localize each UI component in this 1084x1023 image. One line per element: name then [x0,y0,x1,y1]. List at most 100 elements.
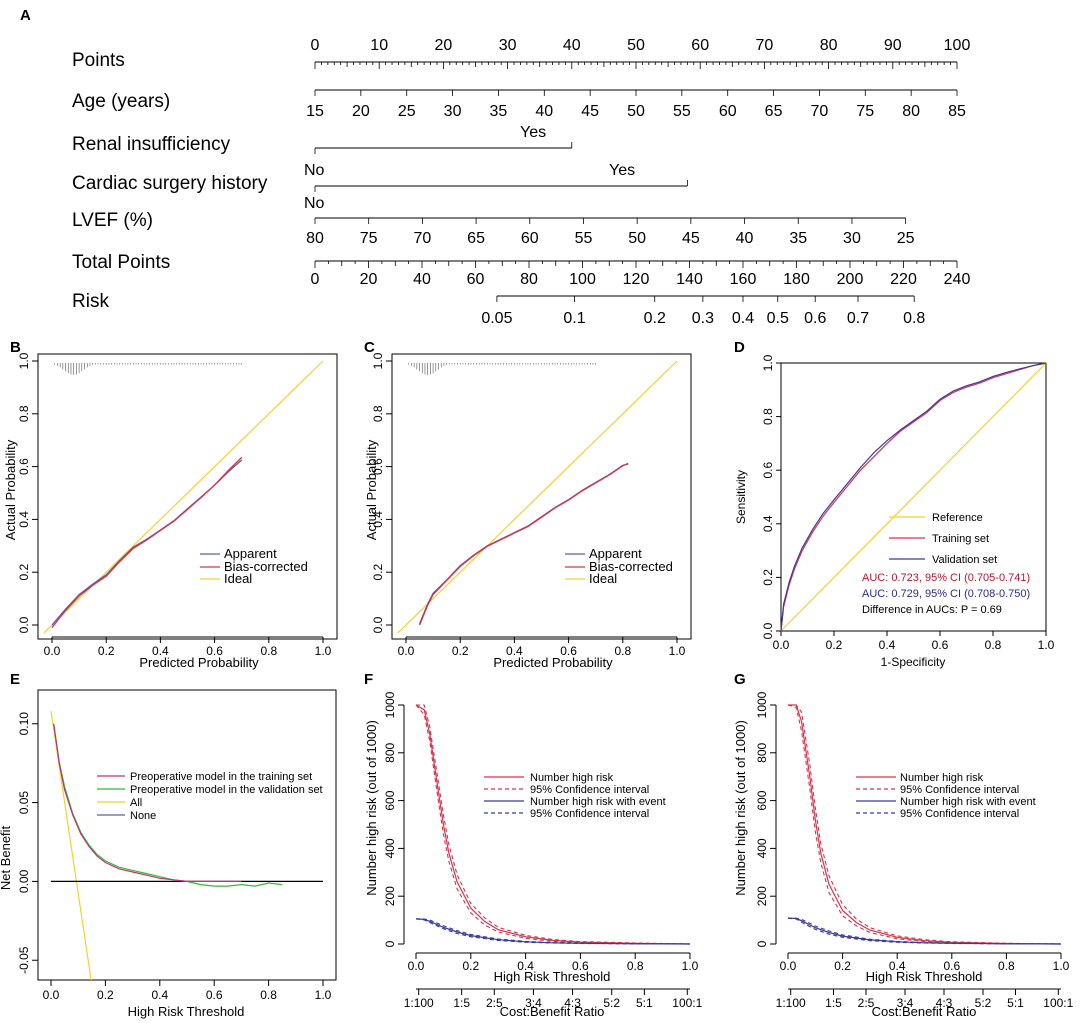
g-series-highrisk-ci-lower [787,704,1062,945]
f-x2-axis-title: Cost:Benefit Ratio [500,1004,605,1019]
row-label-total: Total Points [72,252,170,273]
panel-label-d: D [734,339,745,356]
g-y-tick-label: 400 [755,838,769,858]
b-series-ideal [43,360,324,634]
e-legend-validation: Preoperative model in the validation set [130,784,323,796]
panel-b-calibration-training: B Predicted Probability Actual Probabili… [3,339,338,670]
age-tick-label: 45 [581,103,599,120]
f-series-highrisk-ci-lower [415,704,691,945]
f-x2-tick-label: 4:3 [564,996,581,1010]
nomogram-scales: 0 10 20 30 40 50 60 70 80 90 100 15 20 25 30 35 40 45 50 55… [306,37,970,327]
g-series-event-ci-lower [787,917,1062,945]
g-x2-tick-label: 3:4 [897,996,914,1010]
risk-tick-label: 0.5 [767,310,789,327]
g-legend-ci-1: 95% Confidence interval [900,784,1019,796]
f-y-tick-label: 1000 [383,691,397,718]
d-legend-reference: Reference [932,512,983,524]
b-x-tick-label: 0.2 [98,644,115,658]
g-series-highrisk [788,704,1062,945]
c-x-tick-label: 0.2 [452,644,469,658]
f-x-tick-label: 0.0 [408,959,425,973]
c-plot-area: 0.0 0.2 0.4 0.6 0.8 1.0 0.0 0.2 0.4 0.6 0.8 1.0 [371,352,692,658]
e-y-tick-label: -0.05 [17,946,31,974]
b-y-tick-label: 0.2 [17,564,31,581]
f-x2-tick-label: 1:100 [404,996,434,1010]
b-x-axis-title: Predicted Probability [139,655,259,670]
e-plot-frame [37,689,337,981]
c-y-tick-label: 0.4 [371,511,385,528]
panel-e-decision-curve: E High Risk Threshold Net Benefit -0.05 0… [0,671,337,1019]
d-series-reference [780,362,1047,632]
b-x-tick-label: 0.8 [260,644,277,658]
cardiac-yes-label: Yes [609,162,635,179]
d-y-tick-label: 0.8 [761,408,775,425]
panel-a-nomogram: A Points Age (years) Renal insufficiency… [20,7,970,327]
total-tick-label: 100 [569,271,596,288]
panel-d-roc: D 1-Specificity Sensitivity 0.0 0.2 0.4 0.6… [734,339,1055,669]
points-tick-label: 10 [370,37,388,54]
row-label-risk: Risk [72,291,109,312]
f-series-highrisk-ci-upper [416,704,691,945]
points-tick-label: 90 [884,37,902,54]
f-y-tick-label: 200 [383,886,397,906]
points-tick-label: 50 [627,37,645,54]
b-y-axis-title: Actual Probability [3,439,18,540]
c-legend-apparent: Apparent [589,546,642,561]
e-x-tick-label: 0.8 [260,988,277,1002]
age-tick-label: 65 [765,103,783,120]
e-x-axis-title: High Risk Threshold [128,1004,245,1019]
d-auc-training: AUC: 0.723, 95% CI (0.705-0.741) [862,572,1030,584]
g-legend-high-risk: Number high risk [900,772,984,784]
g-y-tick-label: 800 [755,742,769,762]
d-series-training [780,362,1047,632]
points-tick-label: 30 [499,37,517,54]
row-label-points: Points [72,50,125,71]
d-x-tick-label: 0.4 [879,638,896,652]
e-x-tick-label: 0.2 [97,988,114,1002]
d-legend-training: Training set [932,533,989,545]
panel-g-clinical-impact-validation: G High Risk Threshold Cost:Benefit Ratio… [733,671,1074,1019]
c-x-axis-title: Predicted Probability [493,655,613,670]
age-tick-label: 40 [535,103,553,120]
points-tick-label: 80 [820,37,838,54]
g-x2-axis-title: Cost:Benefit Ratio [872,1004,977,1019]
g-x2-tick-label: 100:1 [1043,996,1073,1010]
g-x2-tick-label: 1:5 [825,996,842,1010]
f-x-tick-label: 1.0 [682,959,699,973]
age-tick-label: 20 [352,103,370,120]
age-tick-label: 50 [627,103,645,120]
total-tick-label: 160 [730,271,757,288]
lvef-tick-label: 60 [521,230,539,247]
renal-yes-label: Yes [520,124,546,141]
g-x2-tick-label: 5:1 [1007,996,1024,1010]
g-legend-event: Number high risk with event [900,796,1036,808]
age-tick-label: 60 [719,103,737,120]
lvef-tick-label: 45 [682,230,700,247]
row-label-renal: Renal insufficiency [72,134,231,155]
g-x-tick-label: 0.0 [780,959,797,973]
lvef-tick-label: 70 [413,230,431,247]
age-tick-label: 30 [444,103,462,120]
g-x-tick-label: 0.8 [998,959,1015,973]
c-y-axis-title: Actual Probability [364,439,379,540]
d-auc-validation: AUC: 0.729, 95% CI (0.708-0.750) [862,588,1030,600]
risk-tick-label: 0.2 [644,310,666,327]
b-y-tick-label: 0.6 [17,458,31,475]
total-tick-label: 40 [413,271,431,288]
age-tick-label: 85 [948,103,966,120]
d-plot-frame [780,362,1047,632]
f-x-tick-label: 0.8 [627,959,644,973]
panel-label-b: B [10,339,21,356]
lvef-tick-label: 30 [843,230,861,247]
points-tick-label: 60 [691,37,709,54]
f-legend-ci-2: 95% Confidence interval [530,808,649,820]
c-legend-ideal: Ideal [589,571,617,586]
f-y-tick-label: 400 [383,838,397,858]
f-x-tick-label: 0.6 [572,959,589,973]
age-tick-label: 75 [856,103,874,120]
d-legend-validation: Validation set [932,554,997,566]
b-x-tick-label: 0.6 [206,644,223,658]
f-y-tick-label: 800 [383,742,397,762]
risk-tick-label: 0.6 [804,310,826,327]
e-y-tick-label: 0.10 [17,712,31,736]
